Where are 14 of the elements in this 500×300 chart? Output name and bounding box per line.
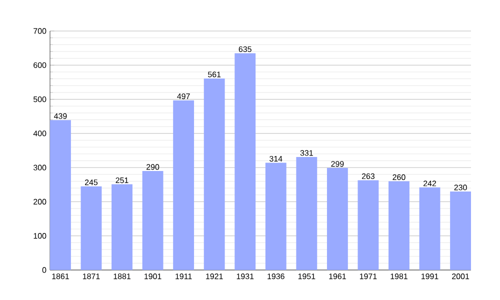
bar	[388, 181, 410, 270]
bar	[234, 53, 256, 270]
bar	[142, 170, 164, 270]
bar	[80, 186, 102, 270]
bar	[265, 162, 286, 270]
bar	[450, 191, 472, 270]
bar	[419, 187, 440, 270]
bar	[326, 168, 348, 270]
bar	[173, 100, 194, 270]
bar	[50, 120, 71, 270]
bar	[112, 184, 132, 270]
bar	[296, 156, 318, 270]
bar	[358, 180, 379, 270]
bar	[204, 78, 225, 270]
